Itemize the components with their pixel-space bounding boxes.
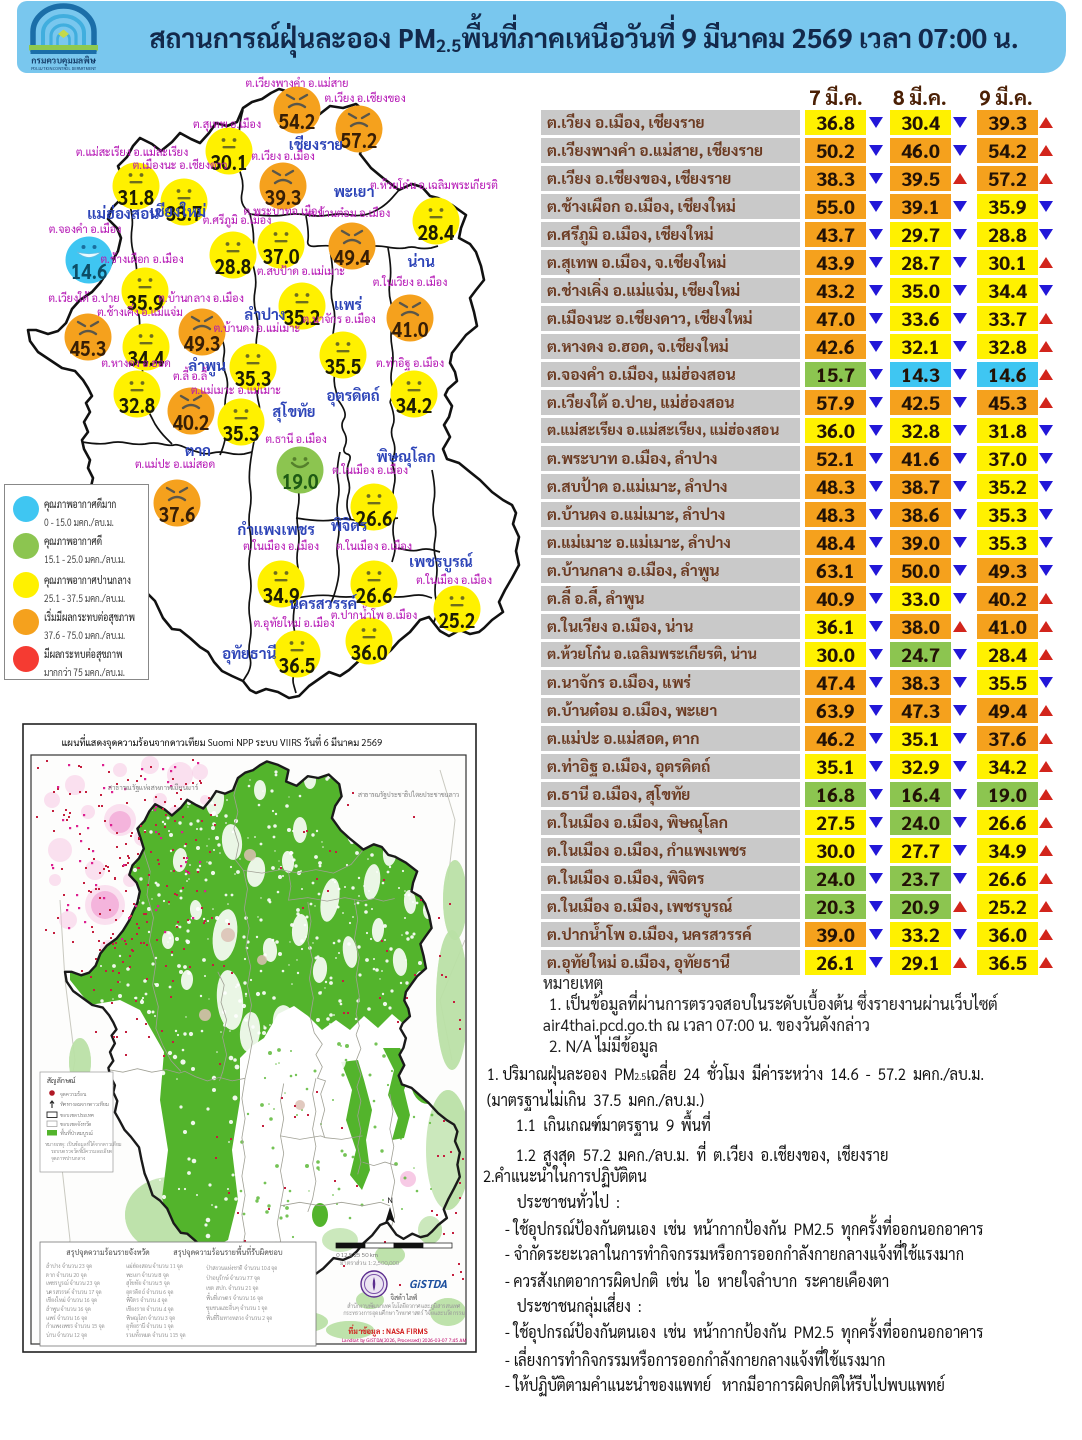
svg-text:เชียงราย จำนวน 4 จุด: เชียงราย จำนวน 4 จุด: [126, 1306, 174, 1313]
svg-text:กำแพงเพชร จำนวน 15 จุด: กำแพงเพชร จำนวน 15 จุด: [46, 1323, 105, 1330]
svg-text:แม่ฮ่องสอน จำนวน 11 จุด: แม่ฮ่องสอน จำนวน 11 จุด: [126, 1263, 183, 1270]
svg-text:หมายเหตุ: เป็นข้อมูลที่ได้จากด: หมายเหตุ: เป็นข้อมูลที่ได้จากดาวเทียม: [44, 1139, 122, 1148]
svg-text:พื้นที่ป่าสมบูรณ์: พื้นที่ป่าสมบูรณ์: [60, 1127, 93, 1137]
svg-text:จุดภาพปานกลาง: จุดภาพปานกลาง: [51, 1156, 85, 1162]
svg-text:มาตราส่วน 1:2,500,000: มาตราส่วน 1:2,500,000: [340, 1258, 399, 1267]
svg-text:ป่าอนุรักษ์ จำนวน 77 จุด: ป่าอนุรักษ์ จำนวน 77 จุด: [206, 1274, 260, 1282]
svg-text:ลำพูน จำนวน 16 จุด: ลำพูน จำนวน 16 จุด: [46, 1306, 91, 1313]
svg-text:แพร่ จำนวน 16 จุด: แพร่ จำนวน 16 จุด: [46, 1315, 88, 1322]
svg-text:สรุปจุดความร้อนรายจังหวัด: สรุปจุดความร้อนรายจังหวัด: [66, 1246, 149, 1258]
svg-text:น่าน จำนวน 12 จุด: น่าน จำนวน 12 จุด: [46, 1332, 88, 1339]
svg-text:พิจิตร จำนวน 4 จุด: พิจิตร จำนวน 4 จุด: [126, 1297, 168, 1304]
svg-text:ขอบเขตประเทศ: ขอบเขตประเทศ: [60, 1112, 94, 1119]
svg-text:ระบบตรวจวัดที่มีความละเอียด: ระบบตรวจวัดที่มีความละเอียด: [51, 1146, 112, 1155]
svg-text:สำนักงานพัฒนาเทคโนโลยีอวกาศและ: สำนักงานพัฒนาเทคโนโลยีอวกาศและภูมิสารสนเ…: [347, 1303, 461, 1310]
svg-text:นครสวรรค์ จำนวน 17 จุด: นครสวรรค์ จำนวน 17 จุด: [46, 1289, 102, 1296]
svg-text:สรุปจุดความร้อนรายพื้นที่รับผิ: สรุปจุดความร้อนรายพื้นที่รับผิดชอบ: [174, 1245, 283, 1258]
svg-text:พื้นที่ริมทางหลวง จำนวน 2 จุด: พื้นที่ริมทางหลวง จำนวน 2 จุด: [206, 1312, 273, 1322]
svg-text:อุทัยธานี จำนวน 1 จุด: อุทัยธานี จำนวน 1 จุด: [125, 1323, 174, 1330]
svg-text:POLLUTION CONTROL DEPARTMENT: POLLUTION CONTROL DEPARTMENT: [31, 66, 97, 71]
svg-text:เชียงใหม่ จำนวน 16 จุด: เชียงใหม่ จำนวน 16 จุด: [46, 1297, 98, 1304]
svg-text:สาธารณรัฐประชาธิปไตยประชาชนลาว: สาธารณรัฐประชาธิปไตยประชาชนลาว: [358, 790, 459, 800]
svg-text:เพชรบูรณ์ จำนวน 23 จุด: เพชรบูรณ์ จำนวน 23 จุด: [46, 1280, 100, 1287]
svg-text:0 12.5 25 50 km: 0 12.5 25 50 km: [336, 1252, 378, 1259]
svg-text:พะเยา จำนวน 8 จุด: พะเยา จำนวน 8 จุด: [126, 1272, 169, 1279]
svg-text:ทิศทางลมจากดาวเทียม: ทิศทางลมจากดาวเทียม: [60, 1101, 109, 1108]
svg-text:รวมทั้งหมด จำนวน 115 จุด: รวมทั้งหมด จำนวน 115 จุด: [126, 1329, 186, 1339]
svg-text:พื้นที่เกษตร จำนวน 16 จุด: พื้นที่เกษตร จำนวน 16 จุด: [206, 1292, 264, 1302]
svg-text:แผนที่แสดงจุดความร้อนจากดาวเที: แผนที่แสดงจุดความร้อนจากดาวเทียม Suomi N…: [62, 734, 383, 750]
svg-text:จิสด้า ไลฟ์: จิสด้า ไลฟ์: [390, 1293, 418, 1302]
svg-text:กระทรวงการอุดมศึกษา วิทยาศาสตร: กระทรวงการอุดมศึกษา วิทยาศาสตร์ วิจัยและ…: [343, 1310, 465, 1317]
svg-text:ขอบเขตจังหวัด: ขอบเขตจังหวัด: [60, 1121, 92, 1128]
svg-text:สัญลักษณ์: สัญลักษณ์: [47, 1076, 76, 1085]
svg-text:สุโขทัย จำนวน 5 จุด: สุโขทัย จำนวน 5 จุด: [126, 1280, 170, 1287]
svg-text:กรมควบคุมมลพิษ: กรมควบคุมมลพิษ: [31, 55, 96, 67]
svg-text:Landsat by GISTDA(2026, Proces: Landsat by GISTDA(2026, Processed) 2026-…: [342, 1337, 467, 1344]
svg-text:เขต สปก. จำนวน 21 จุด: เขต สปก. จำนวน 21 จุด: [206, 1285, 259, 1292]
svg-text:ตาก จำนวน 20 จุด: ตาก จำนวน 20 จุด: [46, 1272, 87, 1279]
svg-text:จุดความร้อน: จุดความร้อน: [60, 1090, 87, 1098]
svg-text:สาธารณรัฐแห่งสหภาพเมียนมาร์: สาธารณรัฐแห่งสหภาพเมียนมาร์: [108, 783, 199, 793]
svg-text:N: N: [387, 1194, 392, 1205]
svg-text:ลำปาง จำนวน 23 จุด: ลำปาง จำนวน 23 จุด: [46, 1263, 93, 1270]
svg-text:อุตรดิตถ์ จำนวน 6 จุด: อุตรดิตถ์ จำนวน 6 จุด: [125, 1289, 174, 1296]
svg-text:ที่มาข้อมูล : NASA FIRMS: ที่มาข้อมูล : NASA FIRMS: [348, 1324, 428, 1337]
svg-text:ชุมชนและอื่นๆ จำนวน 1 จุด: ชุมชนและอื่นๆ จำนวน 1 จุด: [206, 1303, 268, 1312]
svg-text:พิษณุโลก จำนวน 3 จุด: พิษณุโลก จำนวน 3 จุด: [126, 1315, 176, 1322]
svg-text:GiSTDA: GiSTDA: [409, 1276, 448, 1291]
svg-text:ป่าสงวนแห่งชาติ จำนวน 104 จุด: ป่าสงวนแห่งชาติ จำนวน 104 จุด: [206, 1264, 278, 1272]
